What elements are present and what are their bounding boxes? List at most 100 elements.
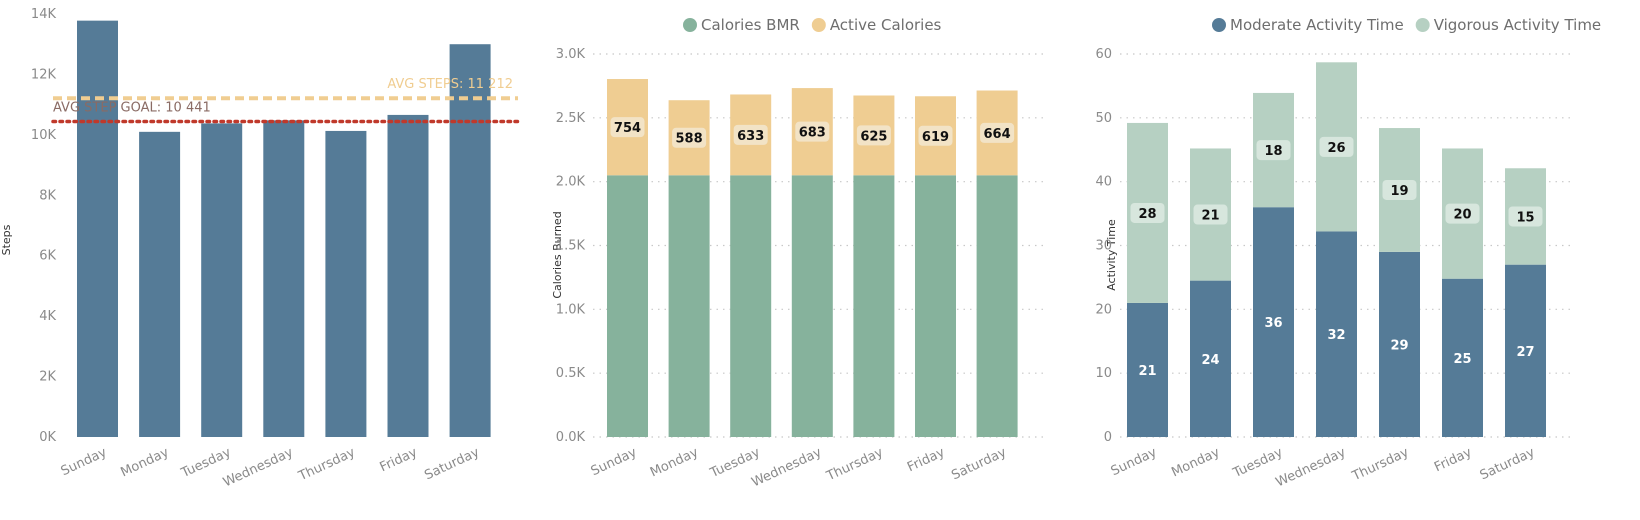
c2-label-box bbox=[610, 117, 645, 138]
c2-data-label: 625 bbox=[860, 129, 887, 144]
activity-y-axis-title: Activity Time bbox=[1105, 219, 1118, 291]
steps-bar bbox=[449, 44, 491, 437]
steps-y-axis-title: Steps bbox=[0, 224, 13, 255]
c3-label-box bbox=[1130, 202, 1165, 223]
c3-y-tick-label: 10 bbox=[1095, 366, 1112, 381]
c3-bar-segment bbox=[1253, 207, 1294, 437]
c2-data-label: 588 bbox=[676, 132, 703, 147]
c3-label-box bbox=[1193, 204, 1228, 225]
steps-bar bbox=[201, 123, 243, 437]
c2-y-tick-label: 2.0K bbox=[556, 175, 586, 190]
c2-legend-marker bbox=[811, 18, 826, 32]
c3-y-tick-label: 60 bbox=[1095, 47, 1112, 62]
avg-steps-label: AVG STEPS: 11 212 bbox=[387, 77, 513, 92]
c2-y-tick-label: 2.5K bbox=[556, 111, 586, 126]
c2-label-box bbox=[980, 122, 1015, 143]
c3-legend-marker bbox=[1415, 18, 1430, 32]
c2-label-box bbox=[733, 124, 768, 145]
activity-data-labels: 21 28 24 21 36 18 32 26 29 19 25 20 27 15 bbox=[1130, 136, 1543, 379]
steps-bar bbox=[263, 120, 305, 438]
steps-bar bbox=[325, 130, 367, 437]
c3-legend-label: Moderate Activity Time bbox=[1230, 16, 1404, 34]
c1-y-tick-label: 6K bbox=[39, 249, 56, 264]
steps-chart: Steps 0K 2K 4K 6K 8K 10K 12K 14K AVG STEPS: 11 … bbox=[0, 7, 520, 491]
c3-bar-segment bbox=[1379, 251, 1420, 437]
c3-y-tick-label: 0 bbox=[1104, 430, 1112, 445]
c2-x-tick-label: Wednesday bbox=[749, 445, 824, 491]
activity-legend[interactable]: Moderate Activity Time Vigorous Activity … bbox=[1212, 16, 1601, 34]
steps-reference-lines: AVG STEPS: 11 212 AVG STEP GOAL: 10 441 bbox=[51, 77, 520, 124]
c1-y-tick-label: 0K bbox=[39, 430, 56, 445]
c2-bar-segment bbox=[730, 175, 772, 438]
c2-label-box bbox=[918, 125, 953, 146]
c3-data-label: 18 bbox=[1264, 144, 1282, 159]
activity-bars bbox=[1127, 62, 1546, 437]
calories-legend[interactable]: Calories BMR Active Calories bbox=[683, 16, 942, 34]
c3-data-label: 36 bbox=[1264, 316, 1282, 331]
c3-y-tick-label: 50 bbox=[1095, 111, 1112, 126]
c2-y-tick-label: 1.0K bbox=[556, 302, 586, 317]
c3-x-tick-label: Monday bbox=[1169, 445, 1222, 480]
c2-label-box bbox=[672, 127, 707, 148]
c3-label-box bbox=[1508, 206, 1543, 227]
c3-x-tick-label: Saturday bbox=[1478, 445, 1538, 483]
c3-bar-segment bbox=[1316, 231, 1357, 437]
c2-y-tick-label: 0.5K bbox=[556, 366, 586, 381]
c3-data-label: 29 bbox=[1390, 338, 1408, 353]
c2-data-label: 664 bbox=[984, 127, 1011, 142]
c1-x-tick-label: Monday bbox=[118, 445, 171, 480]
c2-data-label: 633 bbox=[737, 129, 764, 144]
c2-y-tick-label: 0.0K bbox=[556, 430, 586, 445]
c2-x-tick-label: Thursday bbox=[824, 445, 886, 485]
steps-y-ticks: 0K 2K 4K 6K 8K 10K 12K 14K bbox=[31, 7, 57, 445]
c2-data-label: 754 bbox=[614, 121, 641, 136]
c3-data-label: 21 bbox=[1201, 209, 1219, 224]
steps-bars bbox=[77, 20, 491, 438]
c1-y-tick-label: 2K bbox=[39, 370, 56, 385]
activity-chart: Moderate Activity Time Vigorous Activity … bbox=[1095, 16, 1601, 490]
c3-bar-segment bbox=[1442, 278, 1483, 437]
c2-data-label: 619 bbox=[922, 130, 949, 145]
c3-data-label: 25 bbox=[1453, 352, 1471, 367]
c3-x-tick-label: Wednesday bbox=[1274, 445, 1349, 491]
c3-x-tick-label: Sunday bbox=[1109, 445, 1160, 479]
c2-y-tick-label: 1.5K bbox=[556, 239, 586, 254]
c3-data-label: 27 bbox=[1516, 345, 1534, 360]
c1-x-tick-label: Wednesday bbox=[221, 445, 296, 491]
c1-y-tick-label: 4K bbox=[39, 309, 56, 324]
activity-y-ticks: 0 10 20 30 40 50 60 bbox=[1095, 47, 1112, 445]
c2-x-tick-label: Saturday bbox=[949, 445, 1009, 483]
c3-label-box bbox=[1256, 140, 1291, 161]
c2-legend-label: Active Calories bbox=[830, 16, 942, 34]
c3-y-tick-label: 40 bbox=[1095, 175, 1112, 190]
c3-x-tick-label: Thursday bbox=[1349, 445, 1411, 485]
c3-bar-segment bbox=[1505, 264, 1546, 437]
c2-label-box bbox=[856, 125, 891, 146]
c2-bar-segment bbox=[668, 175, 710, 438]
c2-legend-label: Calories BMR bbox=[701, 16, 800, 34]
c3-y-tick-label: 20 bbox=[1095, 302, 1112, 317]
calories-y-axis-title: Calories Burned bbox=[551, 211, 564, 298]
c1-x-tick-label: Friday bbox=[378, 445, 420, 475]
c3-legend-label: Vigorous Activity Time bbox=[1434, 16, 1601, 34]
steps-bar bbox=[77, 20, 118, 437]
c3-data-label: 19 bbox=[1390, 184, 1408, 199]
c2-legend-marker bbox=[683, 18, 697, 32]
c2-x-tick-label: Monday bbox=[648, 445, 701, 480]
calories-chart: Calories BMR Active Calories Calories Bur… bbox=[551, 16, 1048, 490]
c1-x-tick-label: Thursday bbox=[296, 445, 358, 485]
c2-bar-segment bbox=[607, 175, 648, 438]
c2-bar-segment bbox=[976, 175, 1018, 438]
c3-bar-segment bbox=[1190, 280, 1231, 437]
c3-label-box bbox=[1382, 179, 1417, 200]
c2-bar-segment bbox=[915, 175, 956, 438]
steps-bar bbox=[139, 131, 181, 438]
c2-x-tick-label: Sunday bbox=[589, 445, 640, 479]
c3-data-label: 15 bbox=[1516, 210, 1534, 225]
c2-label-box bbox=[795, 121, 830, 142]
c2-x-tick-label: Friday bbox=[905, 445, 947, 475]
c3-data-label: 28 bbox=[1138, 207, 1156, 222]
c3-x-tick-label: Friday bbox=[1432, 445, 1474, 475]
c2-bar-segment bbox=[791, 175, 833, 438]
